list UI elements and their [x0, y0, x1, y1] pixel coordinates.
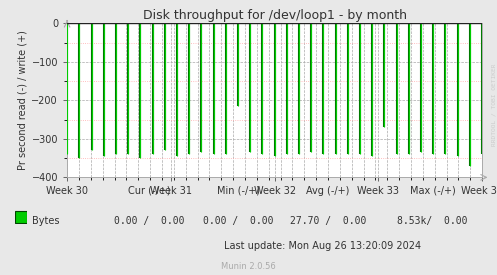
- Text: Cur (-/+): Cur (-/+): [128, 186, 170, 196]
- Text: Min (-/+): Min (-/+): [217, 186, 260, 196]
- Y-axis label: Pr second read (-) / write (+): Pr second read (-) / write (+): [17, 31, 27, 170]
- Text: Munin 2.0.56: Munin 2.0.56: [221, 262, 276, 271]
- Text: Max (-/+): Max (-/+): [410, 186, 455, 196]
- Text: 0.00 /  0.00: 0.00 / 0.00: [203, 216, 274, 226]
- Text: Last update: Mon Aug 26 13:20:09 2024: Last update: Mon Aug 26 13:20:09 2024: [225, 241, 421, 251]
- FancyBboxPatch shape: [15, 211, 27, 223]
- Title: Disk throughput for /dev/loop1 - by month: Disk throughput for /dev/loop1 - by mont…: [143, 9, 407, 22]
- Text: 0.00 /  0.00: 0.00 / 0.00: [114, 216, 184, 226]
- Text: Avg (-/+): Avg (-/+): [306, 186, 350, 196]
- Text: RRDTOOL / TOBI OETIKER: RRDTOOL / TOBI OETIKER: [491, 63, 496, 146]
- Text: 8.53k/  0.00: 8.53k/ 0.00: [397, 216, 468, 226]
- Text: Bytes: Bytes: [32, 216, 60, 226]
- Text: 27.70 /  0.00: 27.70 / 0.00: [290, 216, 366, 226]
